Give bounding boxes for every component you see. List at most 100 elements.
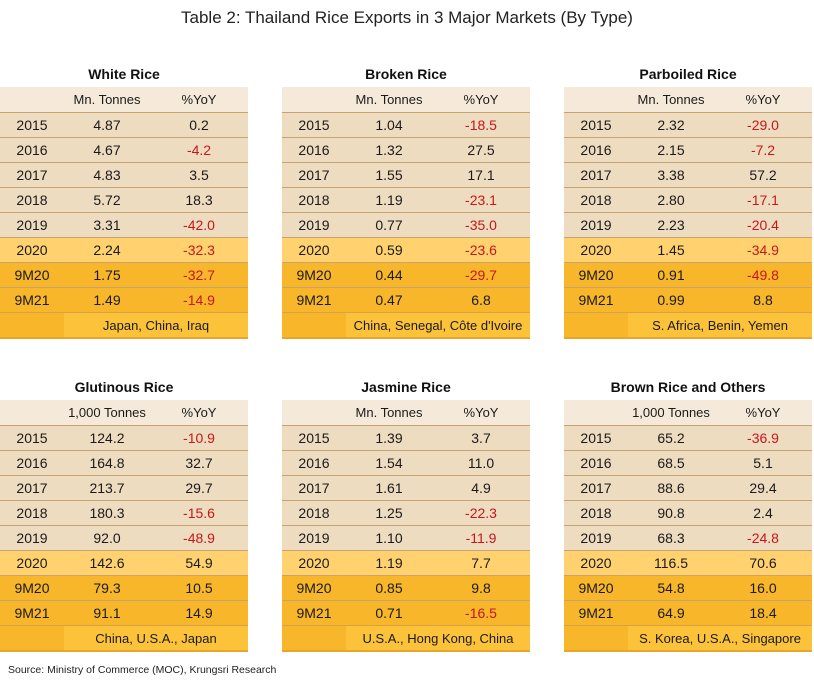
period-cell: 9M20: [564, 575, 628, 601]
value-cell: 0.71: [346, 600, 432, 626]
export-table: Mn. Tonnes %YoY 2015 1.39 3.7 2016 1.54 11.0 201…: [282, 400, 530, 652]
yoy-cell: -35.0: [432, 212, 530, 238]
period-cell: 2020: [564, 550, 628, 576]
period-cell: 2017: [282, 162, 346, 188]
table-row: 2019 2.23 -20.4: [564, 212, 812, 238]
period-cell: 2017: [564, 162, 628, 188]
yoy-cell: 29.4: [714, 475, 812, 501]
value-cell: 5.72: [64, 187, 150, 213]
table-row: 2015 2.32 -29.0: [564, 112, 812, 138]
period-cell: 2018: [564, 187, 628, 213]
table-row: 2015 1.04 -18.5: [282, 112, 530, 138]
period-cell: 2018: [282, 187, 346, 213]
table-row: 2018 180.3 -15.6: [0, 500, 248, 526]
value-cell: 0.85: [346, 575, 432, 601]
major-markets-label: China, U.S.A., Japan: [64, 625, 248, 652]
value-cell: 142.6: [64, 550, 150, 576]
period-cell: 2016: [0, 450, 64, 476]
yoy-cell: 70.6: [714, 550, 812, 576]
value-cell: 1.19: [346, 550, 432, 576]
yoy-cell: 54.9: [150, 550, 248, 576]
yoy-cell: 10.5: [150, 575, 248, 601]
period-cell: 9M21: [282, 287, 346, 313]
value-cell: 1.10: [346, 525, 432, 551]
major-markets-label: S. Korea, U.S.A., Singapore: [628, 625, 812, 652]
value-cell: 180.3: [64, 500, 150, 526]
yoy-cell: 17.1: [432, 162, 530, 188]
period-cell: 2015: [282, 112, 346, 138]
panel-title: Brown Rice and Others: [610, 379, 766, 395]
table-header-row: Mn. Tonnes %YoY: [564, 87, 812, 113]
yoy-cell: 57.2: [714, 162, 812, 188]
period-cell: 2016: [282, 450, 346, 476]
table-row: 2018 1.25 -22.3: [282, 500, 530, 526]
panel-title: White Rice: [88, 66, 160, 82]
value-cell: 1.75: [64, 262, 150, 288]
value-cell: 1.39: [346, 425, 432, 451]
yoy-cell: -18.5: [432, 112, 530, 138]
period-cell: 2018: [564, 500, 628, 526]
markets-row: China, U.S.A., Japan: [0, 625, 248, 652]
major-markets-label: China, Senegal, Côte d'Ivoire: [346, 312, 530, 339]
period-cell: 2019: [564, 212, 628, 238]
period-cell: 9M20: [0, 262, 64, 288]
export-table: Mn. Tonnes %YoY 2015 2.32 -29.0 2016 2.15 -7.2 2…: [564, 87, 812, 339]
table-row: 2016 4.67 -4.2: [0, 137, 248, 163]
table-row: 9M20 0.44 -29.7: [282, 262, 530, 288]
table-row: 2020 2.24 -32.3: [0, 237, 248, 263]
value-cell: 124.2: [64, 425, 150, 451]
panel-title: Broken Rice: [365, 66, 447, 82]
table-row: 2020 0.59 -23.6: [282, 237, 530, 263]
yoy-cell: 8.8: [714, 287, 812, 313]
period-cell: 2017: [0, 475, 64, 501]
unit-header: Mn. Tonnes: [346, 400, 432, 426]
period-cell: 2016: [564, 137, 628, 163]
major-markets-label: S. Africa, Benin, Yemen: [628, 312, 812, 339]
value-cell: 91.1: [64, 600, 150, 626]
table-row: 2016 1.54 11.0: [282, 450, 530, 476]
export-table: Mn. Tonnes %YoY 2015 4.87 0.2 2016 4.67 -4.2 201…: [0, 87, 248, 339]
value-cell: 4.67: [64, 137, 150, 163]
unit-header: Mn. Tonnes: [346, 87, 432, 113]
period-cell: 2017: [564, 475, 628, 501]
markets-blank-cell: [564, 625, 628, 652]
period-cell: 9M20: [564, 262, 628, 288]
table-row: 2016 1.32 27.5: [282, 137, 530, 163]
markets-row: S. Korea, U.S.A., Singapore: [564, 625, 812, 652]
unit-header: 1,000 Tonnes: [628, 400, 714, 426]
table-row: 2015 124.2 -10.9: [0, 425, 248, 451]
value-cell: 90.8: [628, 500, 714, 526]
major-markets-label: U.S.A., Hong Kong, China: [346, 625, 530, 652]
yoy-header: %YoY: [150, 87, 248, 113]
period-cell: 2015: [282, 425, 346, 451]
period-cell: 2016: [564, 450, 628, 476]
yoy-cell: -36.9: [714, 425, 812, 451]
yoy-cell: 3.7: [432, 425, 530, 451]
yoy-cell: 4.9: [432, 475, 530, 501]
panel-title: Parboiled Rice: [639, 66, 737, 82]
table-row: 2018 1.19 -23.1: [282, 187, 530, 213]
value-cell: 1.54: [346, 450, 432, 476]
value-cell: 3.38: [628, 162, 714, 188]
table-row: 2020 116.5 70.6: [564, 550, 812, 576]
value-cell: 92.0: [64, 525, 150, 551]
yoy-cell: 6.8: [432, 287, 530, 313]
export-table: 1,000 Tonnes %YoY 2015 124.2 -10.9 2016 164.8 3…: [0, 400, 248, 652]
value-cell: 2.80: [628, 187, 714, 213]
period-cell: 2020: [0, 237, 64, 263]
value-cell: 0.44: [346, 262, 432, 288]
value-cell: 0.77: [346, 212, 432, 238]
period-cell: 9M20: [282, 262, 346, 288]
value-cell: 68.3: [628, 525, 714, 551]
period-cell: 9M21: [0, 287, 64, 313]
value-cell: 0.59: [346, 237, 432, 263]
panel-jasmine-rice: Jasmine Rice Mn. Tonnes %YoY 2015 1.39 3.7 201…: [282, 374, 530, 652]
period-cell: 2019: [564, 525, 628, 551]
period-cell: 2016: [282, 137, 346, 163]
unit-header: Mn. Tonnes: [64, 87, 150, 113]
yoy-cell: 2.4: [714, 500, 812, 526]
yoy-cell: -14.9: [150, 287, 248, 313]
table-row: 9M20 0.85 9.8: [282, 575, 530, 601]
yoy-cell: -23.6: [432, 237, 530, 263]
value-cell: 79.3: [64, 575, 150, 601]
